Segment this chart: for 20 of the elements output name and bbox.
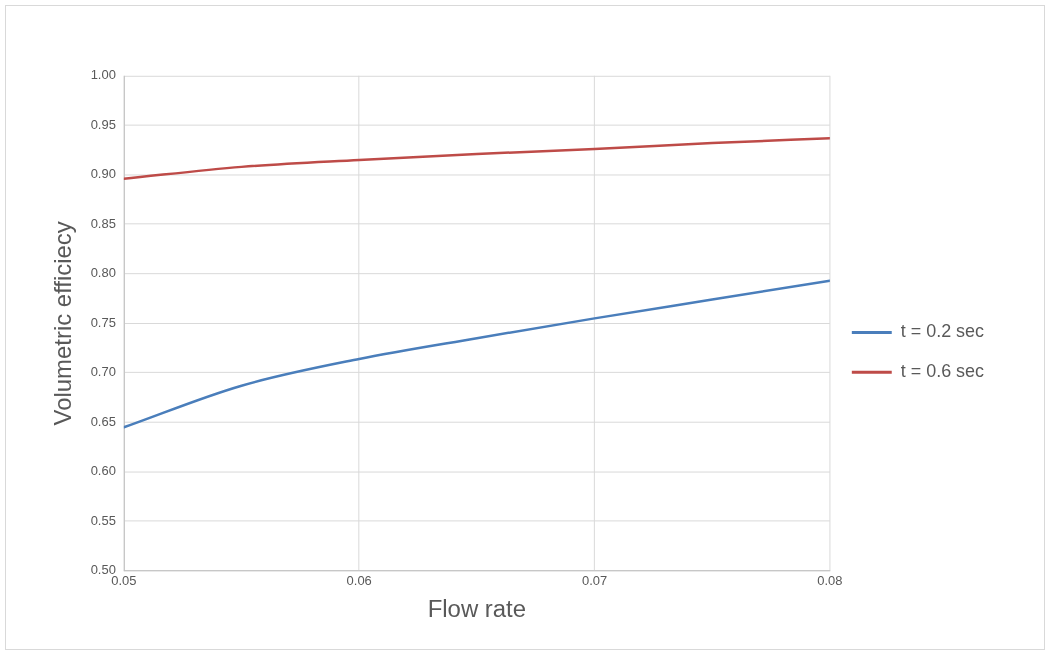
y-tick-label: 0.55 [90, 512, 116, 528]
line-series [123, 279, 830, 429]
x-tick-label: 0.06 [346, 573, 372, 589]
y-tick-label: 0.65 [90, 413, 116, 429]
x-axis-title: Flow rate [427, 595, 527, 623]
y-tick-label: 0.75 [90, 314, 116, 330]
legend-label: t = 0.6 sec [900, 361, 985, 382]
x-tick-label: 0.07 [581, 573, 608, 589]
y-tick-label: 0.95 [90, 116, 116, 132]
legend-label: t = 0.2 sec [900, 321, 985, 342]
x-tick-label: 0.05 [111, 573, 137, 589]
line-series [123, 136, 830, 181]
y-tick-label: 1.00 [90, 67, 116, 83]
y-tick-label: 0.80 [90, 265, 116, 281]
y-tick-label: 0.60 [90, 463, 116, 479]
y-axis-title: Volumetric efficiecy [48, 221, 76, 426]
x-tick-label: 0.08 [817, 573, 843, 589]
y-tick-label: 0.70 [90, 364, 116, 380]
y-tick-label: 0.85 [90, 215, 116, 231]
y-tick-label: 0.90 [90, 166, 116, 182]
